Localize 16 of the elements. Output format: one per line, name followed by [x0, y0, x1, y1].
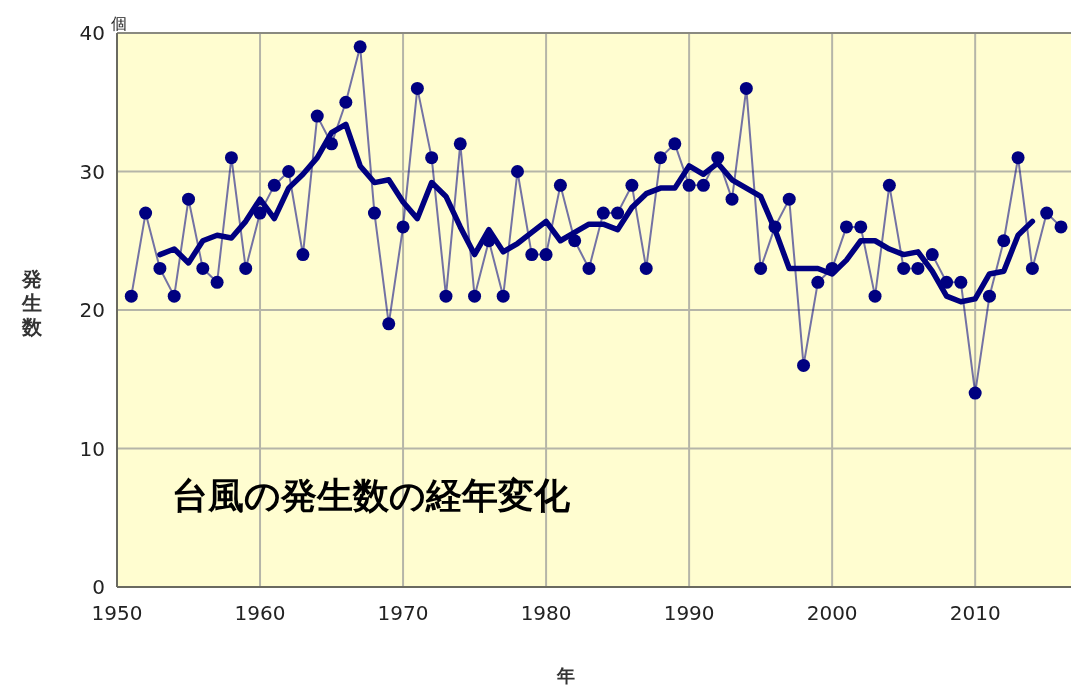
x-tick-label: 1960 [234, 601, 286, 625]
x-tick-label: 2000 [806, 601, 858, 625]
x-tick-label: 1970 [377, 601, 429, 625]
x-tick-label: 1950 [91, 601, 143, 625]
annotation: 台風の発生数の経年変化 [172, 475, 571, 516]
y-tick-label: 0 [92, 575, 105, 599]
y-tick-label: 20 [79, 298, 105, 322]
annotation: 個 [111, 14, 127, 33]
x-tick-label: 1990 [663, 601, 715, 625]
x-tick-label: 1980 [520, 601, 572, 625]
y-tick-label: 30 [79, 159, 105, 184]
y-tick-label: 10 [79, 436, 105, 461]
x-tick-label: 2010 [949, 601, 1001, 625]
y-tick-label: 40 [79, 21, 105, 45]
y-axis-title: 発生数 [21, 267, 43, 339]
x-axis-title: 年 [556, 665, 576, 686]
